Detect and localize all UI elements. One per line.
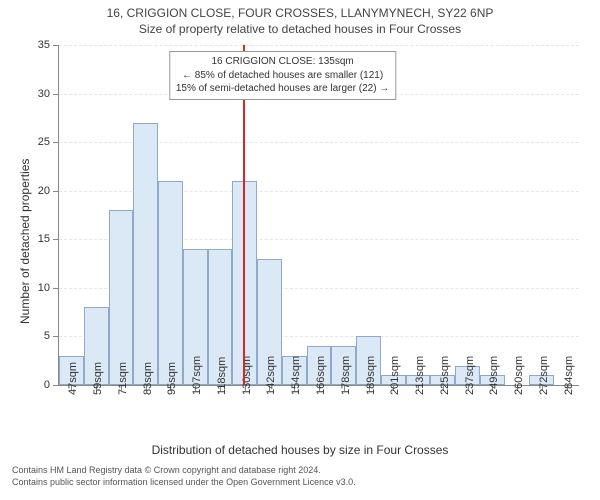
attribution-text: Contains HM Land Registry data © Crown c… xyxy=(12,465,588,488)
y-tick-label: 20 xyxy=(38,185,50,197)
title-line-2: Size of property relative to detached ho… xyxy=(0,22,600,36)
info-box-line: 15% of semi-detached houses are larger (… xyxy=(176,82,389,96)
x-tick-label: 107sqm xyxy=(191,356,203,395)
x-tick-label: 95sqm xyxy=(166,362,178,395)
y-tick xyxy=(53,142,59,143)
histogram-bar xyxy=(109,210,134,385)
attribution-line-1: Contains HM Land Registry data © Crown c… xyxy=(12,465,588,477)
y-tick xyxy=(53,288,59,289)
attribution-line-2: Contains public sector information licen… xyxy=(12,477,588,489)
x-tick-label: 213sqm xyxy=(414,356,426,395)
x-tick-label: 260sqm xyxy=(513,356,525,395)
x-tick-label: 118sqm xyxy=(216,357,228,395)
y-tick-label: 5 xyxy=(44,330,50,342)
x-tick-label: 249sqm xyxy=(488,356,500,395)
x-tick-label: 59sqm xyxy=(92,362,104,395)
x-tick-label: 201sqm xyxy=(389,356,401,395)
info-box-line: ← 85% of detached houses are smaller (12… xyxy=(176,69,389,83)
chart-title: 16, CRIGGION CLOSE, FOUR CROSSES, LLANYM… xyxy=(0,6,600,36)
title-line-1: 16, CRIGGION CLOSE, FOUR CROSSES, LLANYM… xyxy=(0,6,600,20)
x-tick-label: 83sqm xyxy=(142,362,154,395)
x-tick-label: 71sqm xyxy=(117,362,129,395)
y-tick-label: 10 xyxy=(38,282,50,294)
histogram-bar xyxy=(158,181,183,385)
y-tick-label: 35 xyxy=(38,39,50,51)
info-box-line: 16 CRIGGION CLOSE: 135sqm xyxy=(176,55,389,69)
x-tick-label: 142sqm xyxy=(265,356,277,395)
x-tick-label: 178sqm xyxy=(340,356,352,395)
x-tick-label: 166sqm xyxy=(315,356,327,395)
x-tick-label: 237sqm xyxy=(464,356,476,395)
histogram-bar xyxy=(133,123,158,385)
subject-info-box: 16 CRIGGION CLOSE: 135sqm← 85% of detach… xyxy=(169,51,396,100)
x-tick-label: 225sqm xyxy=(439,356,451,395)
y-tick xyxy=(53,239,59,240)
x-tick-label: 47sqm xyxy=(67,362,79,395)
y-tick-label: 15 xyxy=(38,233,50,245)
x-axis-label: Distribution of detached houses by size … xyxy=(0,443,600,457)
y-tick xyxy=(53,191,59,192)
y-tick xyxy=(53,336,59,337)
y-tick xyxy=(53,45,59,46)
x-tick-label: 272sqm xyxy=(538,356,550,395)
y-tick xyxy=(53,94,59,95)
grid-line xyxy=(59,45,579,46)
y-tick-label: 30 xyxy=(38,88,50,100)
y-tick-label: 0 xyxy=(44,379,50,391)
y-tick-label: 25 xyxy=(38,136,50,148)
histogram-plot-area: 0510152025303547sqm59sqm71sqm83sqm95sqm1… xyxy=(58,45,579,386)
y-tick xyxy=(53,385,59,386)
y-axis-label: Number of detached properties xyxy=(18,158,32,323)
x-tick-label: 189sqm xyxy=(365,356,377,395)
x-tick-label: 284sqm xyxy=(563,356,575,395)
x-tick-label: 154sqm xyxy=(290,356,302,395)
